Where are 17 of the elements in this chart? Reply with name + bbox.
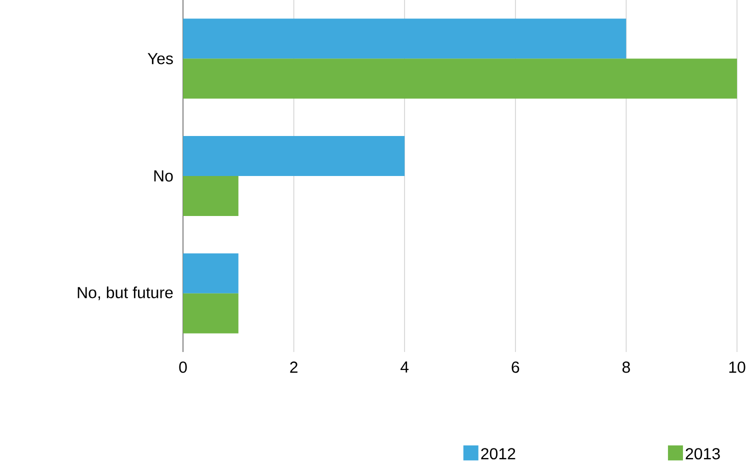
bar (183, 293, 238, 334)
y-tick-label: No, but future (78, 286, 173, 300)
bar (183, 136, 405, 176)
y-tick-label: Yes (148, 53, 173, 64)
x-tick-label: 0 (179, 362, 187, 373)
y-tick-label: No (154, 170, 173, 182)
x-tick-label: 6 (512, 362, 520, 373)
bar (183, 58, 737, 99)
bar (183, 18, 626, 59)
x-tick-label: 10 (729, 362, 746, 373)
legend-label: 2012 (481, 448, 516, 460)
x-tick-label: 8 (622, 362, 630, 373)
bar (183, 253, 238, 294)
x-tick-label: 4 (400, 362, 409, 373)
x-tick-label: 2 (290, 362, 298, 373)
bar (183, 176, 238, 216)
legend-label: 2013 (686, 448, 720, 460)
